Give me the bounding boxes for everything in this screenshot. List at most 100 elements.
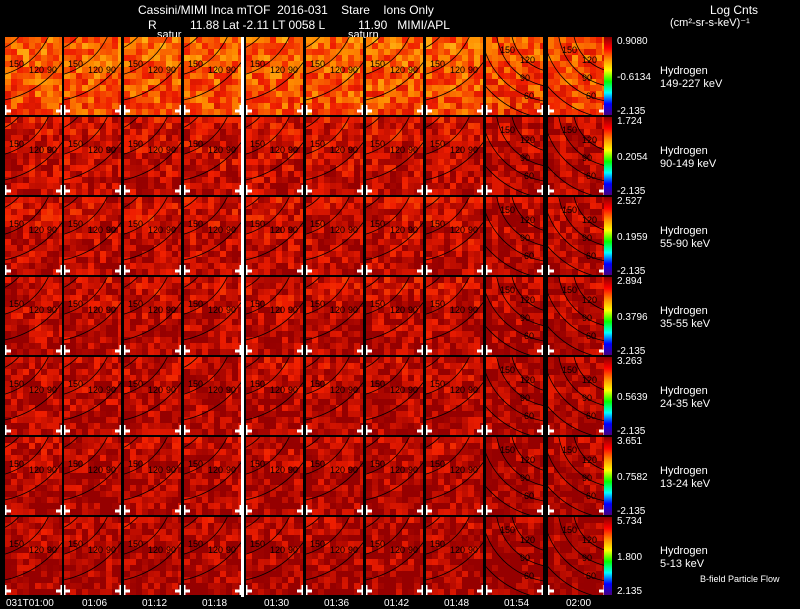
contour-label: 60 xyxy=(524,331,534,341)
planet-marker-icon xyxy=(56,265,62,275)
planet-marker-icon xyxy=(426,185,432,195)
contour-label: 90 xyxy=(166,465,176,475)
planet-marker-icon xyxy=(366,185,372,195)
contour-label: 120 xyxy=(330,65,345,75)
ena-image-cell: 150 120 90 60 xyxy=(486,517,543,595)
contour-label: 120 xyxy=(208,145,223,155)
planet-marker-icon xyxy=(246,505,252,515)
contour-label: 60 xyxy=(524,171,534,181)
planet-marker-icon xyxy=(548,185,554,195)
ena-image-cell: 150 120 90 xyxy=(366,197,423,275)
contour-label: 150 xyxy=(128,299,143,309)
contour-label: 60 xyxy=(524,411,534,421)
planet-marker-icon xyxy=(56,425,62,435)
planet-marker-icon xyxy=(537,265,543,275)
contour-label: 150 xyxy=(310,459,325,469)
planet-marker-icon xyxy=(599,185,605,195)
planet-marker-icon xyxy=(64,505,70,515)
planet-marker-icon xyxy=(599,265,605,275)
planet-marker-icon xyxy=(426,105,432,115)
contour-label: 150 xyxy=(9,379,24,389)
ena-image-cell: 150 120 90 xyxy=(426,37,483,115)
contour-label: 120 xyxy=(450,465,465,475)
contour-label: 120 xyxy=(88,465,103,475)
planet-marker-icon xyxy=(235,505,241,515)
contour-label: 90 xyxy=(106,145,116,155)
ena-image-cell: 150 120 90 xyxy=(5,37,62,115)
contour-label: 60 xyxy=(586,331,596,341)
colorbar-min-label: -2.135 xyxy=(617,106,646,117)
contour-label: 120 xyxy=(390,145,405,155)
contour-label: 90 xyxy=(226,225,236,235)
contour-label: 60 xyxy=(586,491,596,501)
contour-label: 90 xyxy=(582,473,592,483)
contour-label: 150 xyxy=(188,139,203,149)
planet-marker-icon xyxy=(366,425,372,435)
planet-marker-icon xyxy=(306,425,312,435)
ena-image-cell: 150 120 90 xyxy=(64,437,121,515)
planet-marker-icon xyxy=(115,585,121,595)
contour-label: 90 xyxy=(468,465,478,475)
ena-image-cell: 150 120 90 60 xyxy=(486,37,543,115)
colorbar-min-label: -2.135 xyxy=(617,506,646,517)
contour-label: 90 xyxy=(348,545,358,555)
planet-marker-icon xyxy=(306,585,312,595)
planet-marker-icon xyxy=(306,105,312,115)
ena-image-cell: 150 120 90 xyxy=(184,437,241,515)
planet-marker-icon xyxy=(5,585,11,595)
contour-label: 90 xyxy=(408,545,418,555)
planet-marker-icon xyxy=(417,105,423,115)
species-energy-label: Hydrogen 149-227 keV xyxy=(660,65,723,90)
contour-label: 90 xyxy=(106,465,116,475)
species-energy-label: Hydrogen 90-149 keV xyxy=(660,145,717,170)
planet-marker-icon xyxy=(124,345,130,355)
planet-marker-icon xyxy=(426,585,432,595)
planet-marker-icon xyxy=(297,185,303,195)
ena-image-cell: 150 120 90 60 xyxy=(548,277,605,355)
planet-marker-icon xyxy=(366,105,372,115)
contour-label: 120 xyxy=(390,305,405,315)
contour-label: 150 xyxy=(310,219,325,229)
contour-label: 120 xyxy=(582,55,597,65)
ena-image-cell: 150 120 90 xyxy=(426,277,483,355)
contour-label: 150 xyxy=(500,285,515,295)
contour-label: 150 xyxy=(128,139,143,149)
contour-label: 60 xyxy=(524,491,534,501)
planet-marker-icon xyxy=(477,345,483,355)
contour-label: 120 xyxy=(390,465,405,475)
contour-label: 90 xyxy=(408,465,418,475)
contour-label: 90 xyxy=(288,305,298,315)
ena-image-cell: 150 120 90 xyxy=(124,437,181,515)
ena-image-cell: 150 120 90 xyxy=(426,437,483,515)
contour-label: 120 xyxy=(450,305,465,315)
contour-label: 120 xyxy=(450,145,465,155)
contour-label: 60 xyxy=(524,571,534,581)
planet-marker-icon xyxy=(599,505,605,515)
contour-label: 90 xyxy=(226,145,236,155)
planet-marker-icon xyxy=(246,585,252,595)
planet-marker-icon xyxy=(64,585,70,595)
planet-marker-icon xyxy=(175,505,181,515)
colorbar-mid-label: 0.1959 xyxy=(617,232,648,243)
ena-image-cell: 150 120 90 xyxy=(64,357,121,435)
planet-marker-icon xyxy=(115,425,121,435)
planet-marker-icon xyxy=(477,505,483,515)
contour-label: 90 xyxy=(106,545,116,555)
planet-marker-icon xyxy=(486,345,492,355)
ena-image-cell: 150 120 90 xyxy=(366,117,423,195)
units-label: (cm²-sr-s-keV)⁻¹ xyxy=(670,17,750,29)
contour-label: 90 xyxy=(166,65,176,75)
time-label: 01:42 xyxy=(384,598,410,609)
planet-marker-icon xyxy=(124,505,130,515)
contour-label: 150 xyxy=(310,539,325,549)
contour-label: 120 xyxy=(208,385,223,395)
contour-label: 120 xyxy=(208,305,223,315)
planet-marker-icon xyxy=(56,585,62,595)
contour-label: 90 xyxy=(47,545,57,555)
ena-image-cell: 150 120 90 xyxy=(5,117,62,195)
colorbar-mid-label: 0.5639 xyxy=(617,392,648,403)
time-label: 01:54 xyxy=(504,598,530,609)
planet-marker-icon xyxy=(477,265,483,275)
planet-marker-icon xyxy=(426,425,432,435)
planet-marker-icon xyxy=(64,265,70,275)
